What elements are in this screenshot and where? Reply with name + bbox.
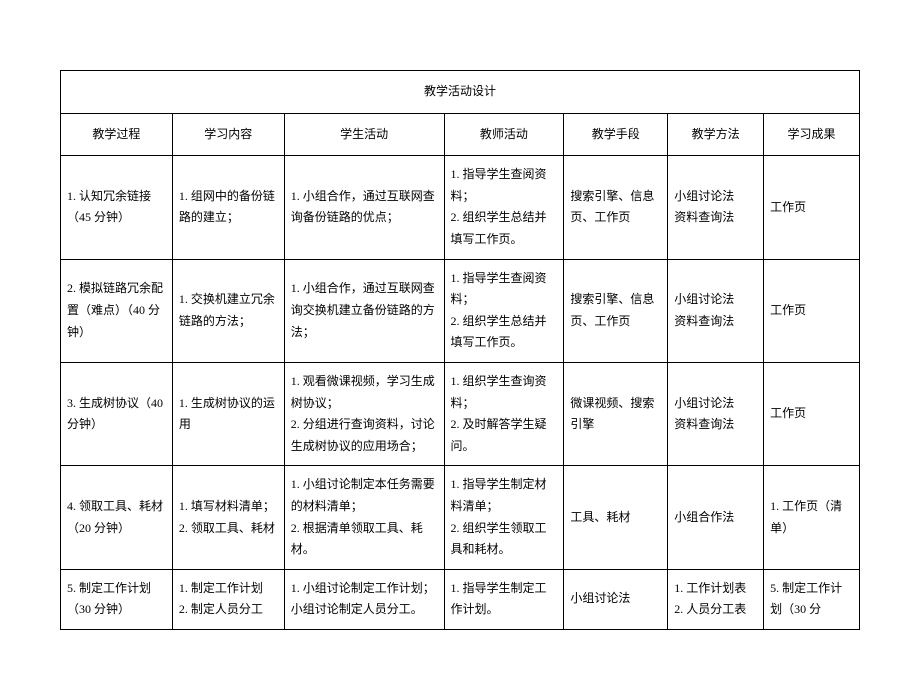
cell-content: 1. 组网中的备份链路的建立； — [172, 156, 284, 259]
cell-method: 小组讨论法资料查询法 — [668, 156, 764, 259]
table-row: 5. 制定工作计划（30 分钟） 1. 制定工作计划2. 制定人员分工 1. 小… — [61, 569, 860, 629]
table-title-row: 教学活动设计 — [61, 71, 860, 114]
header-content: 学习内容 — [172, 113, 284, 156]
cell-student: 1. 小组讨论制定工作计划；小组讨论制定人员分工。 — [284, 569, 444, 629]
header-method: 教学方法 — [668, 113, 764, 156]
cell-method: 小组讨论法资料查询法 — [668, 259, 764, 362]
header-teacher: 教师活动 — [444, 113, 564, 156]
header-student: 学生活动 — [284, 113, 444, 156]
cell-student: 1. 小组讨论制定本任务需要的材料清单；2. 根据清单领取工具、耗材。 — [284, 466, 444, 569]
table-row: 2. 模拟链路冗余配置（难点）（40 分钟） 1. 交换机建立冗余链路的方法； … — [61, 259, 860, 362]
table-header-row: 教学过程 学习内容 学生活动 教师活动 教学手段 教学方法 学习成果 — [61, 113, 860, 156]
cell-means: 工具、耗材 — [564, 466, 668, 569]
cell-means: 小组讨论法 — [564, 569, 668, 629]
cell-student: 1. 观看微课视频，学习生成树协议；2. 分组进行查询资料，讨论生成树协议的应用… — [284, 362, 444, 465]
cell-outcome: 工作页 — [764, 362, 860, 465]
cell-means: 搜索引擎、信息页、工作页 — [564, 259, 668, 362]
header-means: 教学手段 — [564, 113, 668, 156]
cell-content: 1. 填写材料清单；2. 领取工具、耗材 — [172, 466, 284, 569]
cell-student: 1. 小组合作，通过互联网查询备份链路的优点； — [284, 156, 444, 259]
cell-outcome: 工作页 — [764, 156, 860, 259]
table-title: 教学活动设计 — [61, 71, 860, 114]
cell-outcome: 1. 工作页（清单） — [764, 466, 860, 569]
table-row: 3. 生成树协议（40 分钟） 1. 生成树协议的运用 1. 观看微课视频，学习… — [61, 362, 860, 465]
cell-method: 1. 工作计划表2. 人员分工表 — [668, 569, 764, 629]
cell-means: 微课视频、搜索引擎 — [564, 362, 668, 465]
cell-method: 小组合作法 — [668, 466, 764, 569]
cell-student: 1. 小组合作，通过互联网查询交换机建立备份链路的方法； — [284, 259, 444, 362]
cell-process: 2. 模拟链路冗余配置（难点）（40 分钟） — [61, 259, 173, 362]
cell-means: 搜索引擎、信息页、工作页 — [564, 156, 668, 259]
cell-outcome: 工作页 — [764, 259, 860, 362]
cell-teacher: 1. 指导学生查阅资料；2. 组织学生总结并填写工作页。 — [444, 259, 564, 362]
cell-process: 5. 制定工作计划（30 分钟） — [61, 569, 173, 629]
cell-process: 1. 认知冗余链接（45 分钟） — [61, 156, 173, 259]
cell-process: 3. 生成树协议（40 分钟） — [61, 362, 173, 465]
table-row: 4. 领取工具、耗材（20 分钟） 1. 填写材料清单；2. 领取工具、耗材 1… — [61, 466, 860, 569]
cell-process: 4. 领取工具、耗材（20 分钟） — [61, 466, 173, 569]
cell-teacher: 1. 指导学生查阅资料；2. 组织学生总结并填写工作页。 — [444, 156, 564, 259]
header-process: 教学过程 — [61, 113, 173, 156]
cell-outcome: 5. 制定工作计划（30 分 — [764, 569, 860, 629]
teaching-activity-table: 教学活动设计 教学过程 学习内容 学生活动 教师活动 教学手段 教学方法 学习成… — [60, 70, 860, 630]
header-outcome: 学习成果 — [764, 113, 860, 156]
cell-method: 小组讨论法资料查询法 — [668, 362, 764, 465]
cell-content: 1. 生成树协议的运用 — [172, 362, 284, 465]
cell-content: 1. 交换机建立冗余链路的方法； — [172, 259, 284, 362]
table-row: 1. 认知冗余链接（45 分钟） 1. 组网中的备份链路的建立； 1. 小组合作… — [61, 156, 860, 259]
cell-teacher: 1. 指导学生制定工作计划。 — [444, 569, 564, 629]
cell-teacher: 1. 组织学生查询资料；2. 及时解答学生疑问。 — [444, 362, 564, 465]
cell-teacher: 1. 指导学生制定材料清单；2. 组织学生领取工具和耗材。 — [444, 466, 564, 569]
cell-content: 1. 制定工作计划2. 制定人员分工 — [172, 569, 284, 629]
